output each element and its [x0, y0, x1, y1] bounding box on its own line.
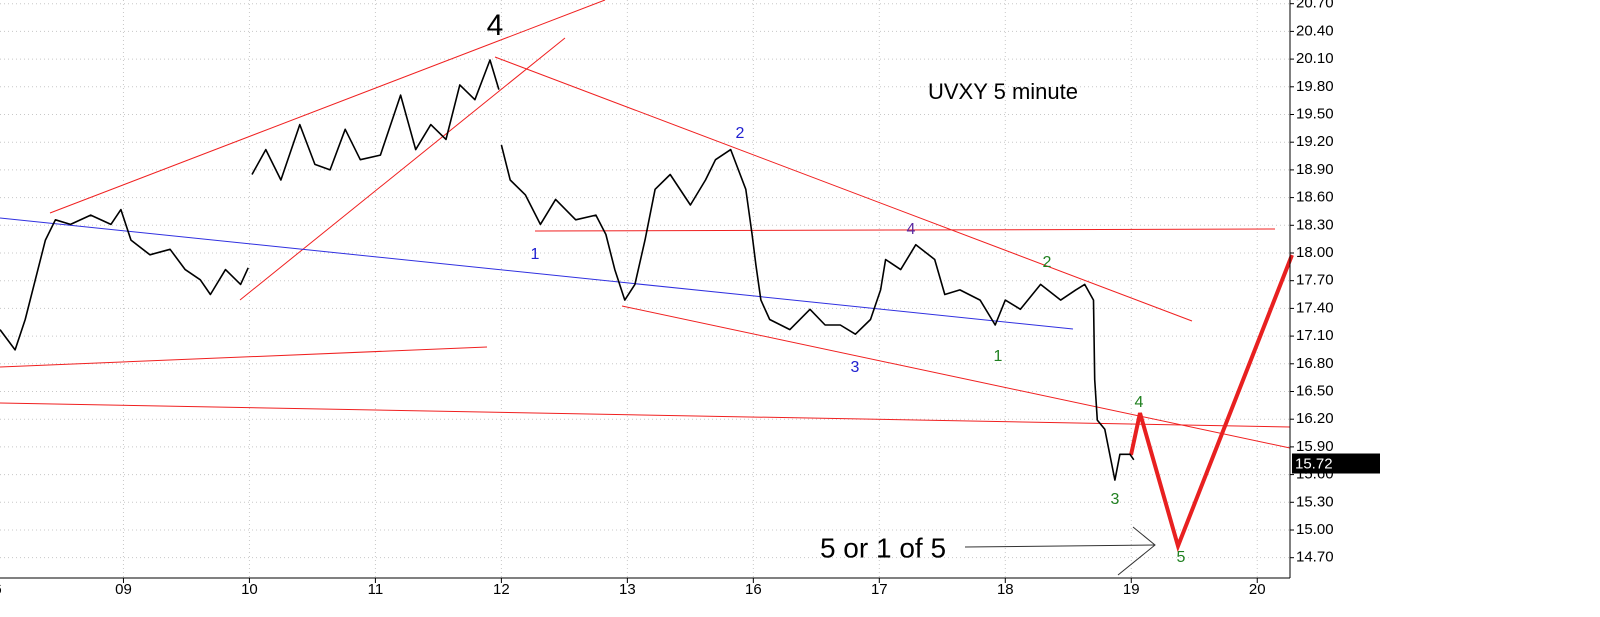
- wave-label: 5: [1177, 549, 1186, 566]
- x-tick-label: 19: [1123, 581, 1140, 598]
- wave-label: 2: [1043, 254, 1052, 271]
- wave-label: 3: [1111, 491, 1120, 508]
- x-tick-label: 12: [493, 581, 510, 598]
- y-tick-label: 18.60: [1296, 189, 1334, 206]
- last-price-label: 15.72: [1295, 455, 1333, 472]
- x-tick-label: 6: [0, 581, 2, 598]
- wave-label: 4: [1135, 394, 1144, 411]
- y-tick-label: 17.40: [1296, 299, 1334, 316]
- y-tick-label: 15.30: [1296, 493, 1334, 510]
- x-tick-label: 16: [745, 581, 762, 598]
- annotation: 5 or 1 of 5: [820, 532, 946, 563]
- wave-label: 4: [907, 221, 916, 238]
- price-line: [0, 59, 1135, 481]
- x-tick-label: 20: [1249, 581, 1266, 598]
- chart-title: UVXY 5 minute: [928, 79, 1078, 104]
- grid: [0, 0, 1290, 578]
- y-tick-label: 17.70: [1296, 272, 1334, 289]
- y-tick-label: 15.00: [1296, 521, 1334, 538]
- y-tick-label: 14.70: [1296, 549, 1334, 566]
- x-tick-label: 09: [115, 581, 132, 598]
- x-tick-label: 13: [619, 581, 636, 598]
- trend-line: [239, 37, 566, 301]
- wave-label: 1: [531, 246, 540, 263]
- arrow-head: [1117, 526, 1156, 576]
- y-tick-label: 18.30: [1296, 216, 1334, 233]
- projection: [1129, 254, 1294, 553]
- y-tick-label: 16.20: [1296, 410, 1334, 427]
- trend-line: [621, 305, 1291, 449]
- y-tick-label: 16.50: [1296, 382, 1334, 399]
- wave-label: 3: [851, 359, 860, 376]
- y-tick-label: 18.90: [1296, 161, 1334, 178]
- trend-line: [534, 228, 1276, 232]
- x-tick-label: 10: [241, 581, 258, 598]
- x-tick-label: 11: [368, 581, 384, 598]
- y-tick-label: 19.20: [1296, 133, 1334, 150]
- arrow: [964, 544, 1156, 548]
- x-tick-label: 17: [871, 581, 888, 598]
- plot: [0, 59, 1135, 481]
- y-tick-label: 20.10: [1296, 50, 1334, 67]
- wave-label: 4: [487, 9, 504, 42]
- trend-line: [49, 0, 606, 214]
- y-tick-label: 17.10: [1296, 327, 1334, 344]
- y-tick-label: 19.50: [1296, 105, 1334, 122]
- last-price-box: [1292, 453, 1380, 474]
- trend-line: [494, 56, 1193, 322]
- trend-line: [0, 402, 1291, 428]
- y-tick-label: 18.00: [1296, 244, 1334, 261]
- y-tick-label: 15.90: [1296, 438, 1334, 455]
- trend-line: [0, 346, 488, 368]
- y-tick-label: 20.70: [1296, 0, 1334, 12]
- trend-line: [0, 217, 1074, 330]
- y-tick-label: 16.80: [1296, 355, 1334, 372]
- x-tick-label: 18: [997, 581, 1014, 598]
- wave-label: 1: [994, 348, 1003, 365]
- y-tick-label: 19.80: [1296, 78, 1334, 95]
- y-tick-label: 20.40: [1296, 22, 1334, 39]
- wave-label: 2: [736, 125, 745, 142]
